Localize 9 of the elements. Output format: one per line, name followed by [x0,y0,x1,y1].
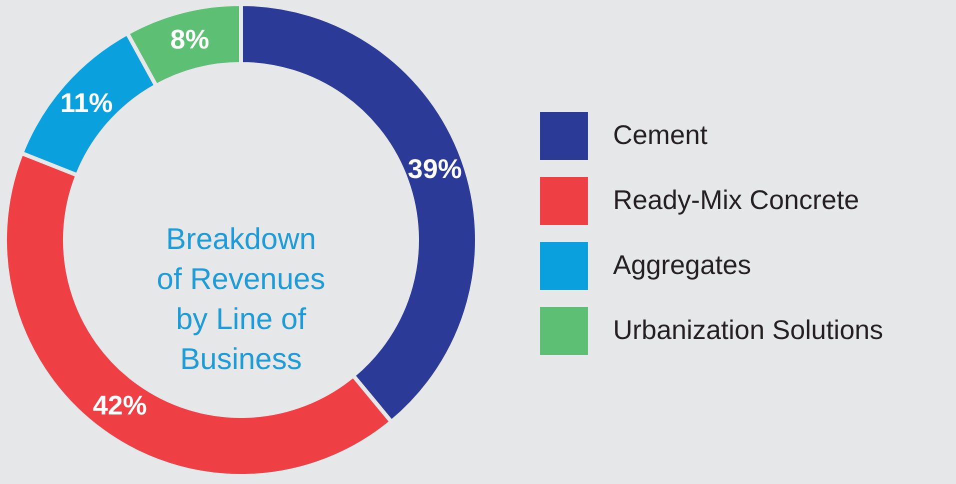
legend-label: Cement [613,120,708,150]
legend-label: Urbanization Solutions [613,315,884,345]
text: Breakdown of Revenues by Line of Business [156,223,326,376]
data-label: 42% [92,390,147,421]
data-label: 8% [170,24,210,54]
data-label: 11% [60,88,113,118]
legend-label: Ready-Mix Concrete [613,185,860,215]
data-label: 39% [408,154,462,184]
legend-label: Aggregates [613,250,752,280]
